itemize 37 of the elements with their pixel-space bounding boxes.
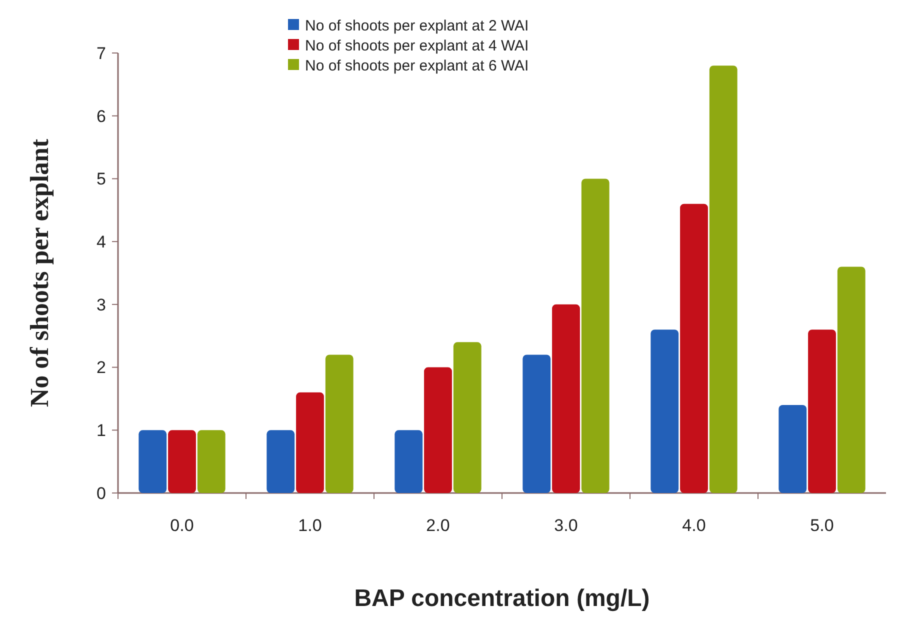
bar: [168, 430, 196, 493]
x-tick-label: 2.0: [426, 516, 450, 535]
x-tick-label: 5.0: [810, 516, 834, 535]
x-tick-label: 4.0: [682, 516, 706, 535]
x-tick-label: 3.0: [554, 516, 578, 535]
legend-label: No of shoots per explant at 6 WAI: [305, 57, 529, 74]
bar: [325, 354, 354, 493]
x-tick-label: 1.0: [298, 516, 322, 535]
y-tick-label: 4: [96, 232, 106, 252]
bar: [296, 392, 324, 493]
bar: [778, 405, 807, 493]
legend-label: No of shoots per explant at 2 WAI: [305, 17, 529, 34]
bar: [424, 367, 452, 493]
bar: [650, 330, 679, 493]
y-tick-label: 6: [96, 106, 106, 126]
y-tick-label: 0: [96, 484, 106, 503]
bar: [709, 66, 738, 493]
y-tick-label: 3: [96, 295, 106, 314]
bar: [552, 304, 580, 493]
bar: [680, 204, 708, 493]
bar: [581, 178, 610, 493]
y-axis-title: No of shoots per explant: [25, 138, 54, 408]
bar: [453, 342, 482, 493]
y-tick-label: 2: [96, 358, 106, 378]
bar: [197, 430, 226, 493]
y-tick-label: 1: [96, 421, 106, 440]
y-tick-label: 7: [96, 44, 106, 63]
x-axis-title: BAP concentration (mg/L): [354, 585, 650, 612]
bar: [522, 354, 551, 493]
legend-label: No of shoots per explant at 4 WAI: [305, 37, 529, 54]
bar: [266, 430, 295, 493]
x-tick-label: 0.0: [170, 516, 194, 535]
bar: [138, 430, 167, 493]
bar: [394, 430, 423, 493]
bar: [837, 266, 866, 493]
bar: [808, 330, 836, 493]
y-tick-label: 5: [96, 170, 106, 189]
